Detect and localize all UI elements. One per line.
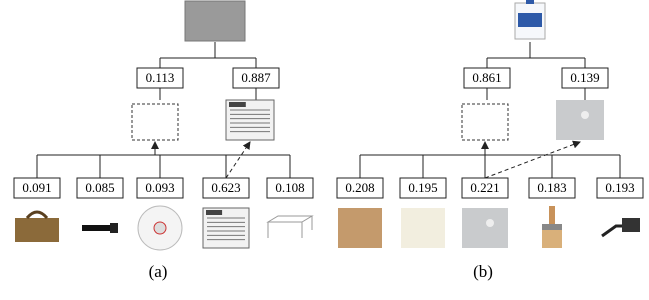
prob-label: 0.221 [470, 180, 499, 195]
shape [542, 224, 562, 230]
shape [462, 208, 508, 248]
thumbnail [556, 100, 604, 140]
shape [602, 226, 624, 236]
prob-label: 0.623 [211, 180, 240, 195]
shape [27, 212, 47, 218]
thumbnail [185, 1, 245, 41]
shape [82, 225, 112, 231]
prob-label: 0.195 [408, 180, 437, 195]
thumbnail [268, 216, 312, 238]
shape [15, 218, 59, 242]
prob-label: 0.091 [22, 180, 51, 195]
prob-label: 0.113 [146, 70, 175, 85]
shape [401, 208, 445, 248]
prob-label: 0.085 [85, 180, 114, 195]
shape [556, 100, 604, 140]
placeholder-box [462, 104, 508, 140]
prob-label: 0.183 [537, 180, 566, 195]
shape [185, 1, 245, 41]
prob-label: 0.193 [605, 180, 634, 195]
shape [622, 218, 640, 232]
diagram: 0.113 0.887 0.091 0.085 0.093 0.623 0.108 (a) 0.… [0, 0, 649, 295]
thumbnail [203, 208, 249, 248]
prob-label: 0.861 [472, 70, 501, 85]
prob-label: 0.139 [570, 70, 599, 85]
caption: (b) [473, 262, 493, 281]
shape [229, 102, 246, 107]
thumbnail [226, 100, 274, 140]
shape [542, 230, 562, 248]
shape [154, 222, 166, 234]
shape [206, 210, 222, 215]
prob-label: 0.093 [145, 180, 174, 195]
prob-label: 0.108 [275, 180, 304, 195]
shape [110, 223, 118, 233]
thumbnail [462, 208, 508, 248]
shape [549, 206, 555, 224]
thumbnail [338, 208, 382, 248]
shape [338, 208, 382, 248]
thumbnail [15, 212, 59, 242]
shape [518, 13, 542, 27]
shape [268, 216, 312, 238]
shape [486, 219, 494, 227]
thumbnail [82, 223, 118, 233]
shape [581, 111, 589, 119]
thumbnail [602, 218, 640, 236]
connector [485, 142, 580, 178]
placeholder-box [132, 104, 178, 140]
thumbnail [401, 208, 445, 248]
prob-label: 0.887 [241, 70, 271, 85]
shape [526, 0, 534, 4]
thumbnail [138, 206, 182, 250]
prob-label: 0.208 [345, 180, 374, 195]
thumbnail [542, 206, 562, 248]
connector [226, 142, 250, 178]
figure: 0.113 0.887 0.091 0.085 0.093 0.623 0.108 (a) 0.… [14, 0, 643, 281]
thumbnail [515, 0, 545, 39]
caption: (a) [149, 262, 168, 281]
